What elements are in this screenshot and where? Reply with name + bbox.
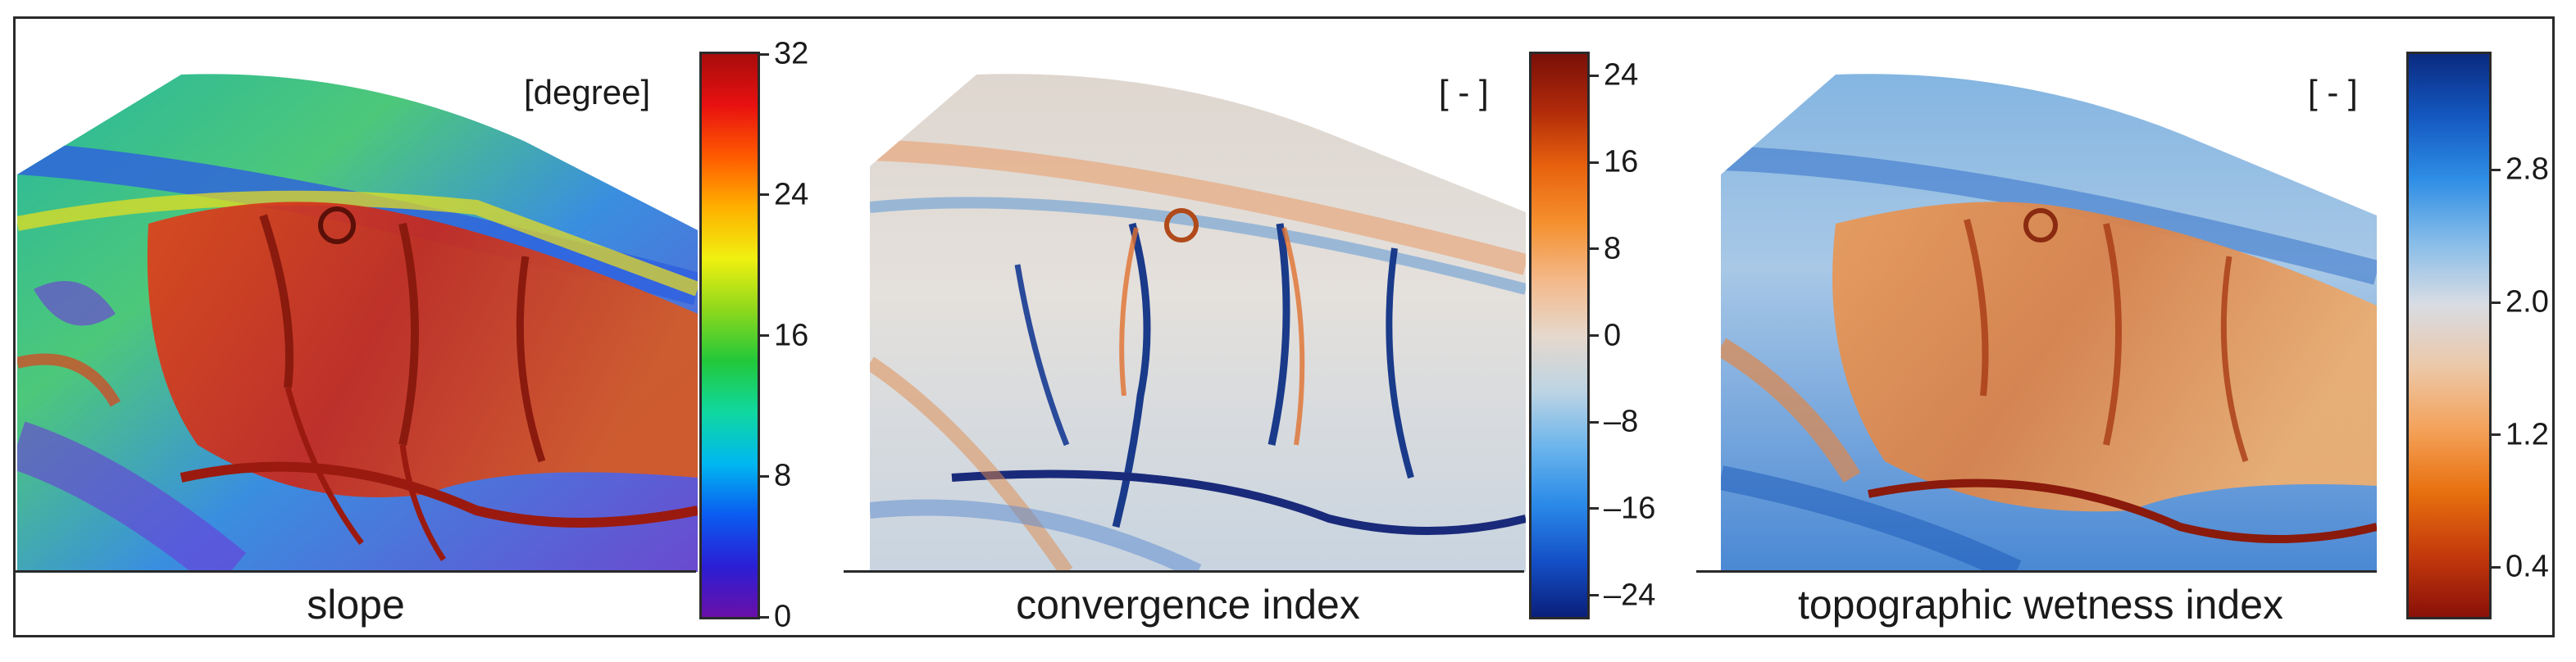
colorbar-tick-label: –8 (1604, 404, 1639, 439)
colorbar-tick-label: 8 (1604, 231, 1622, 266)
colorbar-tick-label: 8 (774, 458, 792, 493)
colorbar-tick (1587, 161, 1599, 164)
colorbar-tick (758, 615, 769, 619)
colorbar-tick-label: 0.4 (2505, 549, 2549, 584)
convergence-unit-label: [ - ] (1439, 73, 1489, 111)
convergence-baseline (844, 570, 1524, 573)
colorbar-tick-label: –16 (1604, 491, 1656, 526)
colorbar-tick-label: 24 (774, 177, 809, 212)
colorbar-tick (758, 334, 769, 337)
colorbar-tick (1587, 74, 1599, 77)
colorbar-tick (2489, 433, 2501, 437)
colorbar-tick-label: 32 (774, 36, 809, 71)
colorbar-tick-label: 2.8 (2505, 152, 2549, 187)
slope-terrain-image (17, 19, 698, 572)
wetness-colorbar: 2.8 2.0 1.2 0.4 (2406, 52, 2549, 619)
colorbar-tick (2489, 168, 2501, 171)
colorbar-tick (758, 193, 769, 197)
colorbar-tick-label: 2.0 (2505, 284, 2549, 320)
convergence-terrain-image (870, 19, 1526, 572)
colorbar-tick (758, 52, 769, 56)
colorbar-tick-label: 0 (1604, 318, 1622, 352)
colorbar-tick (1587, 507, 1599, 510)
colorbar-tick-label: 24 (1604, 57, 1639, 93)
slope-colorbar: 32 24 16 8 0 (699, 37, 808, 634)
convergence-colorbar: 24 16 8 0 –8 –16 –24 (1529, 52, 1655, 619)
slope-baseline (16, 570, 696, 573)
wetness-terrain-image (1721, 19, 2377, 572)
colorbar-tick-label: 16 (774, 318, 809, 352)
colorbar-tick (1587, 334, 1599, 337)
slope-unit-label: [degree] (524, 73, 651, 111)
wetness-caption: topographic wetness index (1797, 582, 2284, 628)
colorbar-tick (2489, 565, 2501, 569)
wetness-baseline (1696, 570, 2377, 573)
colorbar-tick (1587, 247, 1599, 251)
colorbar-tick (2489, 301, 2501, 304)
wetness-unit-label: [ - ] (2308, 73, 2358, 111)
figure-frame: slope [degree] 32 24 16 8 0 (13, 16, 2555, 637)
convergence-caption: convergence index (1016, 582, 1360, 628)
colorbar-tick-label: 0 (774, 599, 792, 634)
colorbar-tick (1587, 594, 1599, 597)
colorbar-tick-label: –24 (1604, 578, 1656, 613)
colorbar-tick (1587, 420, 1599, 424)
slope-caption: slope (307, 582, 405, 628)
colorbar-tick-label: 16 (1604, 144, 1639, 179)
colorbar-tick (758, 474, 769, 478)
colorbar-tick-label: 1.2 (2505, 417, 2549, 452)
